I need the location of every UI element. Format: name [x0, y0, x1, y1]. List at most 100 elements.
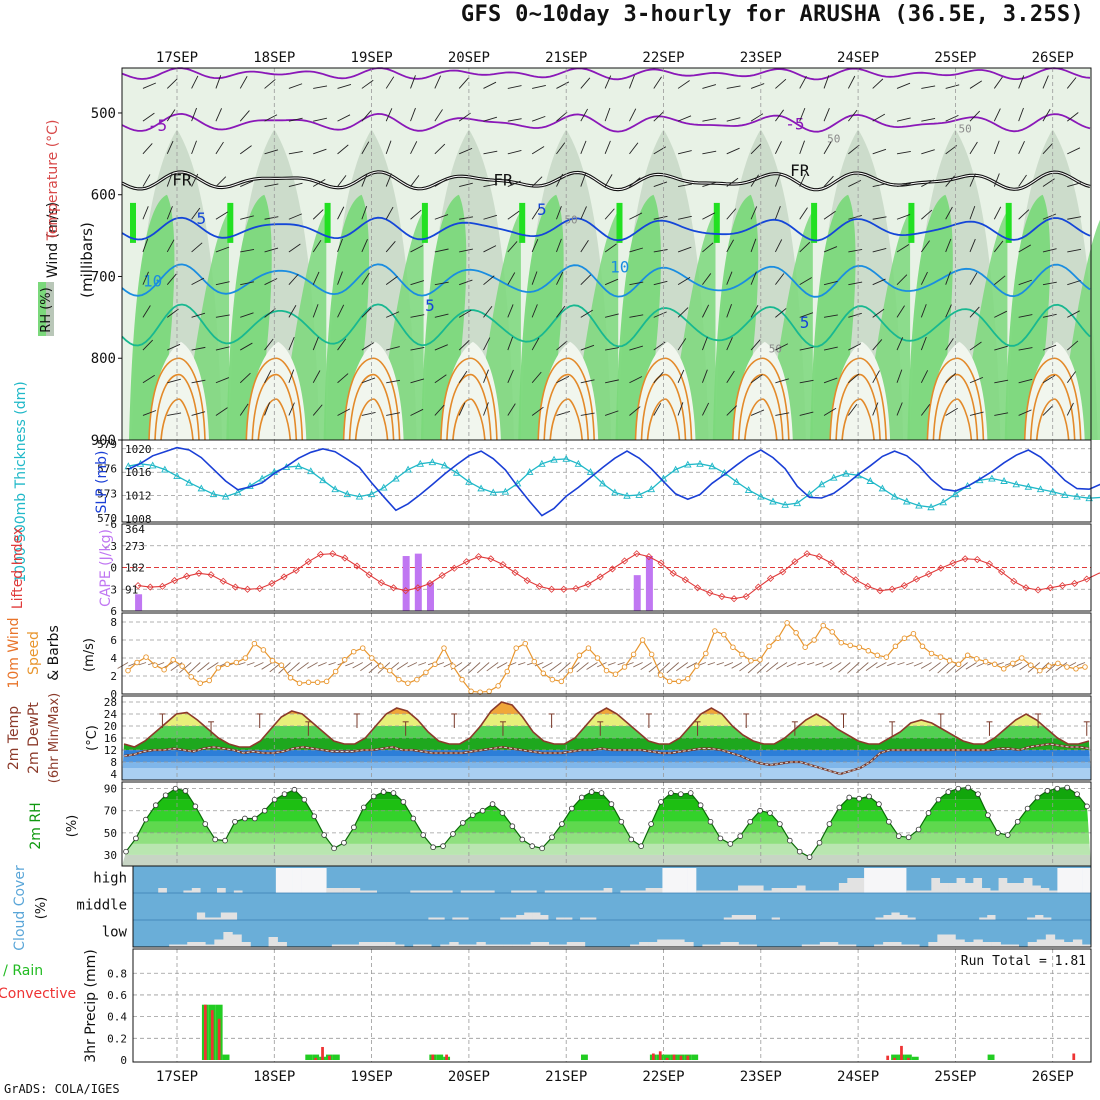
rh-marker — [985, 812, 991, 818]
wind-barb — [337, 206, 345, 220]
wind-barb-10m — [467, 662, 481, 674]
wind-marker — [576, 652, 583, 659]
temp-tick: 20 — [104, 720, 117, 733]
wind-barb — [215, 377, 230, 384]
wind-barb-10m — [739, 662, 752, 672]
date-label-bottom: 24SEP — [837, 1069, 879, 1085]
wind-barb — [337, 114, 351, 122]
wind-label-2: Speed — [26, 631, 42, 675]
rh-marker — [559, 821, 565, 827]
wind-barb — [702, 150, 717, 155]
cloud-bar-middle — [220, 912, 230, 920]
temp-contour — [257, 398, 292, 441]
rh-marker — [628, 836, 635, 843]
wind-barb — [1018, 107, 1024, 122]
cloud-bar-low — [530, 942, 540, 947]
thickness-tick: 570 — [97, 512, 117, 525]
wind-barb — [288, 117, 303, 122]
cloud-bar-high — [645, 888, 655, 893]
wind-barb — [1067, 216, 1082, 220]
wind-barb — [191, 140, 197, 155]
wind-barb — [532, 85, 546, 89]
wind-barb — [410, 141, 418, 155]
wind-marker — [1019, 655, 1025, 661]
wind-barb — [507, 336, 514, 351]
rh-marker — [866, 793, 872, 800]
wind-marker — [558, 678, 565, 685]
wind-barb — [726, 370, 735, 384]
cloud-bar-low — [377, 942, 387, 947]
rh-marker — [420, 832, 427, 838]
cloud-bar-high — [796, 885, 806, 893]
cloud-bar-high — [897, 868, 907, 893]
wind-barb — [215, 314, 230, 318]
wind-marker — [215, 665, 222, 671]
convective-bar — [321, 1046, 324, 1060]
rh-marker — [281, 791, 288, 797]
wind-barb — [312, 304, 319, 318]
cloud-bar-low — [467, 944, 477, 947]
temp-contour — [646, 398, 681, 441]
cloud-bar-high — [485, 890, 495, 893]
wind-barb — [848, 343, 862, 351]
cloud-bar-low — [331, 944, 342, 947]
cloud-bar-low — [268, 937, 278, 947]
wind-barb-10m — [786, 662, 797, 668]
wind-barb — [580, 108, 589, 122]
rh-marker — [172, 785, 179, 792]
rh-marker — [707, 818, 714, 825]
stability-frame — [121, 523, 1092, 612]
date-label-top: 21SEP — [545, 50, 587, 66]
wind-barb — [1042, 248, 1057, 253]
wind-barb — [921, 118, 936, 122]
wind-marker — [260, 647, 267, 653]
cloud-bar-high — [973, 878, 983, 893]
cloud-bar-high — [838, 883, 848, 893]
wind-tick: 8 — [110, 616, 117, 629]
wind-barb — [702, 118, 717, 122]
wind-barb — [215, 407, 228, 416]
temp-contour — [251, 373, 298, 441]
wind-marker — [179, 663, 185, 669]
wind-barb — [264, 338, 274, 351]
date-label-top: 18SEP — [253, 50, 295, 66]
cloud-bar-high — [217, 888, 226, 893]
temp-band — [122, 756, 1091, 762]
wind-barb — [483, 305, 493, 318]
li-marker — [560, 585, 568, 593]
wind-barb — [434, 75, 441, 89]
li-tick: -6 — [104, 518, 117, 531]
temp-contour — [440, 357, 498, 441]
thickness-marker — [915, 501, 923, 509]
cloud-bar-low — [539, 942, 550, 947]
contour-label: 5 — [800, 313, 810, 332]
wind-marker — [513, 645, 519, 651]
wind-barb — [1066, 77, 1077, 89]
wind-barb — [774, 239, 783, 253]
wind-marker — [874, 652, 881, 659]
wind-marker — [396, 676, 402, 683]
li-marker — [681, 576, 689, 584]
wind-marker — [125, 667, 131, 674]
rh-marker — [598, 790, 605, 796]
rain-bar — [332, 1054, 340, 1060]
temp-band — [122, 738, 1091, 750]
wind-barb-10m — [807, 662, 815, 666]
wind-marker — [405, 680, 411, 686]
cloud-bar-low — [512, 944, 522, 947]
contour-label: 10 — [143, 271, 162, 290]
wind-barb — [556, 142, 566, 155]
cloud-bar-low — [828, 942, 839, 947]
cloud-bar-middle — [731, 915, 741, 920]
wind-barb — [920, 370, 929, 383]
wind-barb — [507, 85, 522, 89]
wind-barb-10m — [865, 662, 878, 672]
temp-contour — [549, 398, 583, 441]
wind-marker — [730, 644, 736, 650]
wind-barb — [264, 183, 279, 187]
wind-marker — [648, 651, 655, 658]
wind-barb — [653, 215, 668, 220]
rh-marker — [143, 816, 149, 823]
rh-marker — [519, 836, 526, 843]
wind-barb-10m — [197, 662, 210, 673]
